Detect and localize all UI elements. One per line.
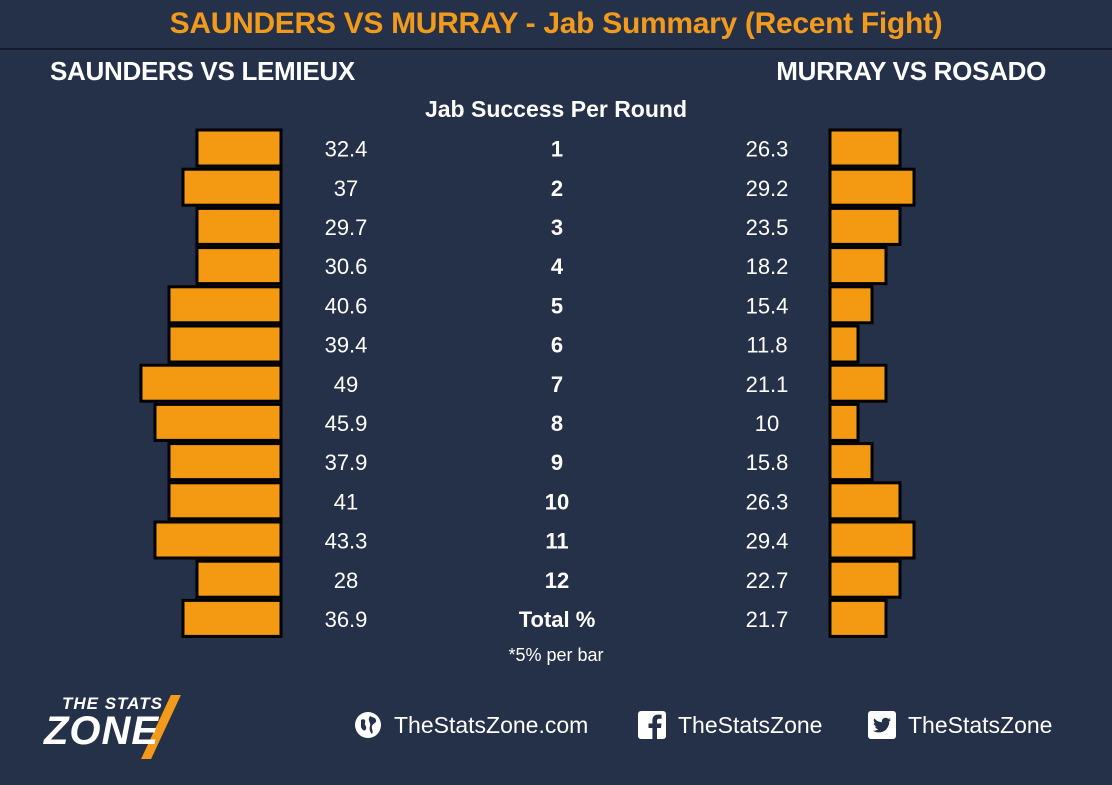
right-value-label: 22.7 [746, 568, 789, 593]
right-bar [828, 402, 860, 442]
right-bar [828, 481, 902, 521]
left-bar [139, 363, 283, 403]
round-label: 7 [551, 372, 563, 397]
round-label: 3 [551, 215, 563, 240]
left-bar [181, 167, 283, 207]
left-value-label: 29.7 [325, 215, 368, 240]
round-label: 12 [545, 568, 569, 593]
left-bar [153, 402, 283, 442]
right-bar [828, 598, 888, 638]
facebook-link[interactable]: TheStatsZone [638, 710, 822, 740]
right-bar [828, 167, 916, 207]
left-bar [195, 246, 283, 286]
right-bar [828, 246, 888, 286]
right-value-label: 21.7 [746, 607, 789, 632]
round-label: Total % [519, 607, 596, 632]
globe-icon [354, 711, 382, 739]
right-fighter-title: MURRAY VS ROSADO [776, 56, 1046, 86]
left-bar [167, 481, 283, 521]
round-label: 4 [551, 254, 564, 279]
round-label: 10 [545, 489, 569, 514]
right-value-label: 10 [755, 411, 779, 436]
right-bar [828, 559, 902, 599]
round-label: 2 [551, 176, 563, 201]
right-value-label: 29.4 [746, 529, 789, 554]
left-value-label: 45.9 [325, 411, 368, 436]
left-bar [195, 128, 283, 168]
footnote: *5% per bar [508, 645, 604, 665]
right-value-label: 15.8 [746, 450, 789, 475]
left-bar [181, 598, 283, 638]
right-value-label: 29.2 [746, 176, 789, 201]
logo-bottom-text: ZONE [44, 709, 160, 753]
right-value-label: 26.3 [746, 137, 789, 162]
stats-zone-logo: THE STATS ZONE [44, 689, 244, 765]
left-bar [195, 206, 283, 246]
jab-chart: 32.4 1 26.3 37 2 29.2 29.7 3 23.5 30.6 4 18.2 40.6 5 1… [139, 128, 916, 638]
left-bar [167, 324, 283, 364]
left-value-label: 36.9 [325, 607, 368, 632]
right-bar [828, 520, 916, 560]
facebook-label: TheStatsZone [678, 711, 823, 738]
round-label: 9 [551, 450, 563, 475]
facebook-icon [638, 711, 666, 739]
website-link[interactable]: TheStatsZone.com [354, 710, 588, 740]
left-value-label: 32.4 [325, 137, 368, 162]
right-bar [828, 442, 874, 482]
right-bar [828, 206, 902, 246]
left-value-label: 37.9 [325, 450, 368, 475]
right-bar [828, 285, 874, 325]
right-bar [828, 324, 860, 364]
left-fighter-title: SAUNDERS VS LEMIEUX [50, 56, 355, 86]
left-value-label: 41 [334, 489, 358, 514]
right-value-label: 18.2 [746, 254, 789, 279]
right-value-label: 23.5 [746, 215, 789, 240]
logo-top-text: THE STATS [62, 694, 163, 713]
left-bar [195, 559, 283, 599]
left-bar [167, 442, 283, 482]
left-value-label: 39.4 [325, 333, 368, 358]
twitter-icon [868, 711, 896, 739]
left-bar [167, 285, 283, 325]
title-bar: SAUNDERS VS MURRAY - Jab Summary (Recent… [0, 0, 1112, 50]
twitter-label: TheStatsZone [908, 711, 1053, 738]
page-title: SAUNDERS VS MURRAY - Jab Summary (Recent… [169, 7, 943, 40]
right-bar [828, 363, 888, 403]
round-label: 1 [551, 137, 563, 162]
footer: THE STATS ZONE TheStatsZone.com TheStats… [0, 667, 1112, 785]
left-value-label: 37 [334, 176, 358, 201]
round-label: 8 [551, 411, 563, 436]
round-label: 6 [551, 333, 563, 358]
chart-subtitle: Jab Success Per Round [424, 96, 688, 122]
right-value-label: 15.4 [746, 293, 789, 318]
left-value-label: 49 [334, 372, 358, 397]
website-label: TheStatsZone.com [394, 711, 589, 738]
right-bar [828, 128, 902, 168]
left-bar [153, 520, 283, 560]
left-value-label: 30.6 [325, 254, 368, 279]
left-value-label: 28 [334, 568, 358, 593]
round-label: 11 [545, 529, 568, 554]
round-label: 5 [551, 293, 563, 318]
twitter-link[interactable]: TheStatsZone [868, 710, 1052, 740]
right-value-label: 11.8 [746, 333, 787, 358]
left-value-label: 43.3 [325, 529, 368, 554]
left-value-label: 40.6 [325, 293, 368, 318]
right-value-label: 26.3 [746, 489, 789, 514]
right-value-label: 21.1 [746, 372, 789, 397]
